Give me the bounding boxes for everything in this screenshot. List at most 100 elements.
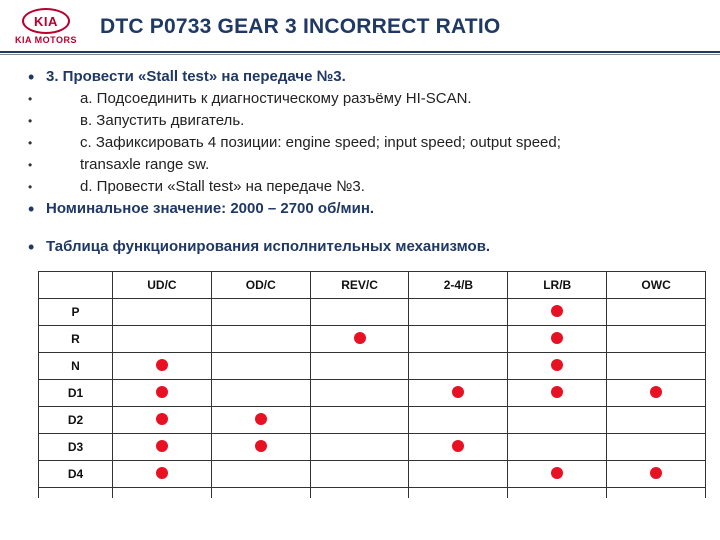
bullet-icon: • — [28, 237, 46, 257]
row-label: D3 — [39, 434, 113, 461]
col-OD-C: OD/C — [211, 272, 310, 299]
col-LR-B: LR/B — [508, 272, 607, 299]
table-cell — [113, 434, 212, 461]
table-row: D3 — [39, 434, 706, 461]
table-cell — [310, 326, 409, 353]
table-row: D4 — [39, 461, 706, 488]
active-dot-icon — [551, 386, 563, 398]
step-3-text: 3. Провести «Stall test» на передаче №3. — [46, 67, 346, 87]
row-label: D2 — [39, 407, 113, 434]
table-row-partial — [39, 488, 706, 498]
row-label: D1 — [39, 380, 113, 407]
table-cell — [409, 407, 508, 434]
col-2-4-B: 2-4/B — [409, 272, 508, 299]
table-cell — [508, 326, 607, 353]
table-cell — [607, 488, 706, 498]
table-header-row: UD/COD/CREV/C2-4/BLR/BOWC — [39, 272, 706, 299]
table-cell — [607, 434, 706, 461]
table-cell — [113, 299, 212, 326]
bullet-icon: • — [28, 199, 46, 219]
brand-logo: KIA KIA MOTORS — [10, 8, 82, 45]
substep-c: • c. Зафиксировать 4 позиции: engine spe… — [28, 133, 692, 153]
active-dot-icon — [156, 467, 168, 479]
logo-text: KIA MOTORS — [15, 35, 77, 45]
table-cell — [211, 353, 310, 380]
table-cell — [607, 380, 706, 407]
table-cell — [508, 353, 607, 380]
row-label: R — [39, 326, 113, 353]
substep-d: • d. Провести «Stall test» на передаче №… — [28, 177, 692, 197]
row-label: D4 — [39, 461, 113, 488]
table-cell — [508, 299, 607, 326]
table-cell — [310, 299, 409, 326]
table-row: N — [39, 353, 706, 380]
active-dot-icon — [452, 440, 464, 452]
logo-oval: KIA — [22, 8, 70, 34]
table-cell — [409, 488, 508, 498]
row-label: P — [39, 299, 113, 326]
substep-c-line2: • transaxle range sw. — [28, 155, 692, 175]
table-cell — [211, 299, 310, 326]
col-rowlabel — [39, 272, 113, 299]
table-cell — [113, 461, 212, 488]
active-dot-icon — [551, 332, 563, 344]
table-cell — [310, 353, 409, 380]
substep-c-text: c. Зафиксировать 4 позиции: engine speed… — [46, 133, 561, 153]
substep-d-text: d. Провести «Stall test» на передаче №3. — [46, 177, 365, 197]
active-dot-icon — [650, 386, 662, 398]
table-cell — [211, 434, 310, 461]
table-cell — [113, 407, 212, 434]
bullet-icon: • — [28, 111, 46, 131]
table-caption: • Таблица функционирования исполнительны… — [28, 237, 692, 257]
table-row: D1 — [39, 380, 706, 407]
active-dot-icon — [255, 440, 267, 452]
table-cell — [607, 299, 706, 326]
substep-a: • a. Подсоединить к диагностическому раз… — [28, 89, 692, 109]
header: KIA KIA MOTORS DTC P0733 GEAR 3 INCORREC… — [0, 0, 720, 49]
table-cell — [211, 326, 310, 353]
divider-thick — [0, 51, 720, 53]
nominal-value: • Номинальное значение: 2000 – 2700 об/м… — [28, 199, 692, 219]
bullet-icon: • — [28, 67, 46, 87]
table-cell — [607, 407, 706, 434]
table-cell — [113, 380, 212, 407]
table-cell — [310, 434, 409, 461]
active-dot-icon — [156, 359, 168, 371]
bullet-icon: • — [28, 177, 46, 197]
table-cell — [409, 353, 508, 380]
table-cell — [508, 380, 607, 407]
table-cell — [113, 488, 212, 498]
table-cell — [607, 353, 706, 380]
actuator-table: UD/COD/CREV/C2-4/BLR/BOWC PRND1D2D3D4 — [38, 271, 706, 498]
active-dot-icon — [650, 467, 662, 479]
active-dot-icon — [255, 413, 267, 425]
table-cell — [508, 407, 607, 434]
table-cell — [113, 353, 212, 380]
table-head: UD/COD/CREV/C2-4/BLR/BOWC — [39, 272, 706, 299]
table-cell — [113, 326, 212, 353]
active-dot-icon — [551, 359, 563, 371]
bullet-icon: • — [28, 155, 46, 175]
table-row: P — [39, 299, 706, 326]
table-cell — [211, 488, 310, 498]
table-cell — [508, 434, 607, 461]
table-cell — [409, 434, 508, 461]
content: • 3. Провести «Stall test» на передаче №… — [0, 55, 720, 498]
row-label — [39, 488, 113, 498]
active-dot-icon — [156, 386, 168, 398]
table-cell — [310, 461, 409, 488]
table-cell — [310, 488, 409, 498]
table-cell — [409, 461, 508, 488]
table-cell — [607, 326, 706, 353]
substep-b: • в. Запустить двигатель. — [28, 111, 692, 131]
bullet-icon: • — [28, 133, 46, 153]
table-cell — [211, 380, 310, 407]
table-caption-text: Таблица функционирования исполнительных … — [46, 237, 490, 257]
table-row: R — [39, 326, 706, 353]
table-cell — [409, 380, 508, 407]
col-REV-C: REV/C — [310, 272, 409, 299]
nominal-text: Номинальное значение: 2000 – 2700 об/мин… — [46, 199, 374, 219]
active-dot-icon — [551, 305, 563, 317]
active-dot-icon — [551, 467, 563, 479]
substep-b-text: в. Запустить двигатель. — [46, 111, 244, 131]
